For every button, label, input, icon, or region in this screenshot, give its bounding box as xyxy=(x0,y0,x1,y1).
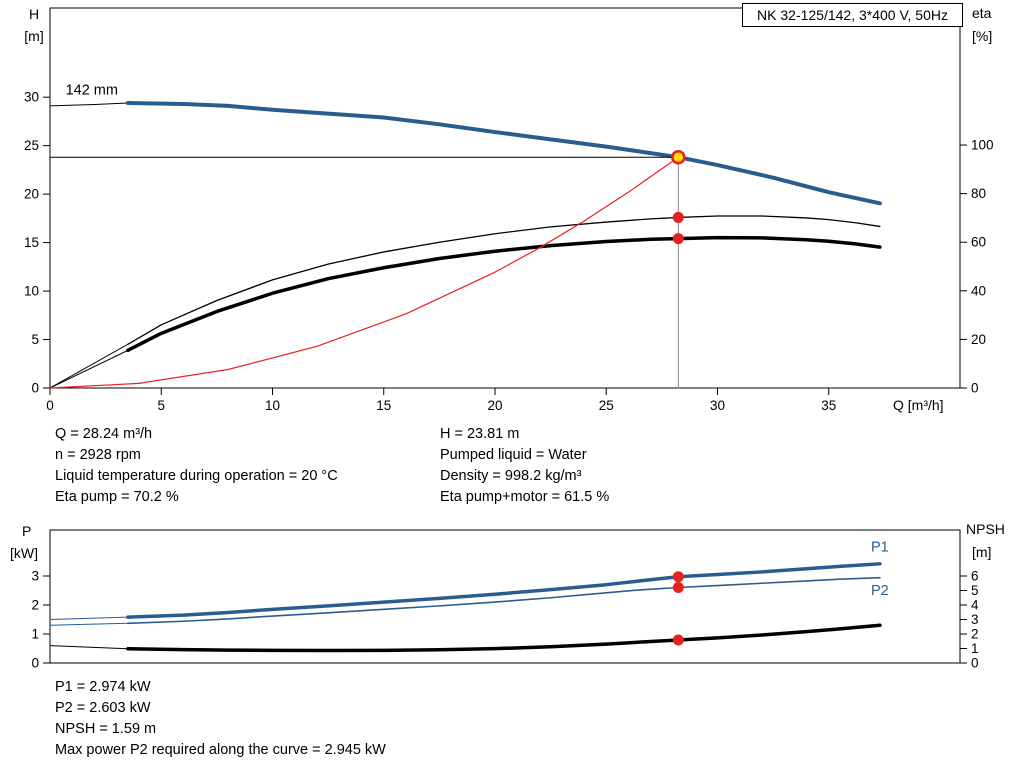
info-line-eta-pump-motor: Eta pump+motor = 61.5 % xyxy=(440,489,610,505)
p-axis-label-unit: [kW] xyxy=(10,545,38,561)
npsh-leader-line xyxy=(49,645,129,650)
svg-text:25: 25 xyxy=(599,398,614,413)
eta-pump-motor-curve xyxy=(126,235,882,353)
head-curve-142mm xyxy=(125,101,882,206)
eta-pump-motor-leader-line xyxy=(49,349,129,389)
p2-curve xyxy=(127,576,881,625)
info-column-right: H = 23.81 m Pumped liquid = Water Densit… xyxy=(440,424,609,508)
h-axis-label-symbol: H xyxy=(28,6,40,22)
chart-0: 0 5 10 15 20 25 30 35 0 5 10 15 20 25 30 0 20 40 60 80 100 14… xyxy=(24,7,994,413)
npsh-axis-label-symbol: NPSH xyxy=(966,521,1005,537)
svg-text:4: 4 xyxy=(971,597,979,612)
result-line-npsh: NPSH = 1.59 m xyxy=(55,721,157,737)
svg-text:20: 20 xyxy=(487,398,502,413)
svg-text:0: 0 xyxy=(31,656,39,671)
svg-text:15: 15 xyxy=(24,235,39,250)
svg-text:40: 40 xyxy=(971,283,986,298)
pump-title-box: NK 32-125/142, 3*400 V, 50Hz xyxy=(742,3,963,27)
info-line-q: Q = 28.24 m³/h xyxy=(55,426,153,442)
svg-text:3: 3 xyxy=(971,612,979,627)
info-line-h: H = 23.81 m xyxy=(440,426,520,442)
info-line-n: n = 2928 rpm xyxy=(55,447,141,463)
annotation-P1: P1 xyxy=(871,539,889,555)
svg-text:6: 6 xyxy=(971,568,979,583)
svg-text:5: 5 xyxy=(157,398,165,413)
result-line-p2: P2 = 2.603 kW xyxy=(55,700,151,716)
svg-text:20: 20 xyxy=(971,332,986,347)
duty-point xyxy=(671,149,686,165)
npsh-point xyxy=(672,634,684,646)
results-column: P1 = 2.974 kW P2 = 2.603 kW NPSH = 1.59 … xyxy=(55,677,386,761)
plot-frame xyxy=(49,7,961,389)
svg-text:20: 20 xyxy=(24,187,39,202)
annotation-142 mm: 142 mm xyxy=(66,82,118,98)
svg-text:30: 30 xyxy=(24,90,39,105)
h-axis-label-unit: [m] xyxy=(24,28,44,44)
eta-axis-label-unit: [%] xyxy=(972,28,993,44)
p2-leader-line xyxy=(49,622,129,626)
npsh-curve xyxy=(126,623,882,653)
info-line-eta-pump: Eta pump = 70.2 % xyxy=(55,489,179,505)
svg-text:30: 30 xyxy=(710,398,725,413)
plot-frame xyxy=(49,529,961,664)
eta-axis-label-symbol: eta xyxy=(972,5,992,21)
eta-pump-motor-point xyxy=(672,233,684,245)
info-line-temperature: Liquid temperature during operation = 20… xyxy=(55,468,338,484)
svg-text:0: 0 xyxy=(971,381,979,396)
svg-text:2: 2 xyxy=(31,597,39,612)
q-axis-label: Q [m³/h] xyxy=(893,397,944,413)
svg-text:80: 80 xyxy=(971,186,986,201)
svg-text:1: 1 xyxy=(971,641,979,656)
info-column-left: Q = 28.24 m³/h n = 2928 rpm Liquid tempe… xyxy=(55,424,338,508)
eta-pump-point xyxy=(672,211,684,223)
svg-text:35: 35 xyxy=(821,398,836,413)
svg-text:10: 10 xyxy=(24,284,39,299)
svg-text:15: 15 xyxy=(376,398,391,413)
svg-text:5: 5 xyxy=(31,332,39,347)
result-line-p1: P1 = 2.974 kW xyxy=(55,679,151,695)
svg-text:60: 60 xyxy=(971,235,986,250)
head-leader-line xyxy=(49,102,129,107)
svg-text:0: 0 xyxy=(971,656,979,671)
svg-text:0: 0 xyxy=(46,398,54,413)
p1-point xyxy=(672,571,684,583)
eta-pump-curve xyxy=(127,215,881,345)
p1-curve xyxy=(126,562,882,619)
svg-text:2: 2 xyxy=(971,626,979,641)
svg-text:0: 0 xyxy=(31,381,39,396)
p2-point xyxy=(672,582,684,594)
svg-text:5: 5 xyxy=(971,583,979,598)
svg-text:1: 1 xyxy=(31,626,39,641)
svg-text:3: 3 xyxy=(31,568,39,583)
svg-text:100: 100 xyxy=(971,138,994,153)
npsh-axis-label-unit: [m] xyxy=(972,544,992,560)
p1-leader-line xyxy=(49,616,129,620)
duty-curve-red xyxy=(49,156,679,389)
result-line-max-power: Max power P2 required along the curve = … xyxy=(55,742,386,758)
p-axis-label-symbol: P xyxy=(22,523,32,539)
info-line-liquid: Pumped liquid = Water xyxy=(440,447,587,463)
eta-pump-leader-line xyxy=(49,343,129,389)
svg-text:10: 10 xyxy=(265,398,280,413)
info-line-density: Density = 998.2 kg/m³ xyxy=(440,468,582,484)
svg-text:25: 25 xyxy=(24,138,39,153)
annotation-P2: P2 xyxy=(871,583,889,599)
